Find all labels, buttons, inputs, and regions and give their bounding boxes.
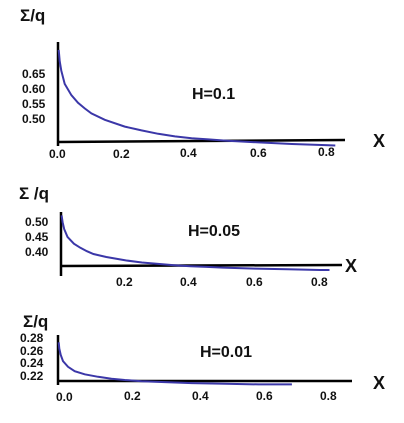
y-tick-label: 0.60 xyxy=(22,82,46,96)
y-tick-label: 0.28 xyxy=(20,331,44,345)
x-axis-label: X xyxy=(373,373,385,393)
data-line-h-0-1 xyxy=(57,49,336,147)
x-tick-label: 0.2 xyxy=(116,275,133,289)
x-tick-label: 0.4 xyxy=(192,389,209,403)
y-axis-label: Σ /q xyxy=(19,184,49,203)
y-tick-label: 0.24 xyxy=(20,356,44,370)
x-tick-label: 0.2 xyxy=(124,389,141,403)
annotation-label: H=0.1 xyxy=(192,86,235,103)
x-tick-label: 0.6 xyxy=(246,275,263,289)
x-tick-label: 0.4 xyxy=(180,146,197,160)
x-tick-label: 0.4 xyxy=(180,275,197,289)
data-line-h-0-01 xyxy=(57,342,292,386)
y-tick-label: 0.22 xyxy=(20,369,44,383)
annotation-label: H=0.01 xyxy=(200,344,252,361)
y-tick-label: 0.50 xyxy=(22,112,46,126)
annotation-label: H=0.05 xyxy=(188,223,240,240)
x-tick-label: 0.8 xyxy=(311,275,328,289)
y-tick-label: 0.55 xyxy=(22,97,46,111)
x-tick-label: 0.0 xyxy=(49,147,66,161)
chart-panel-1: Σ/q H=0.1 X 0.0 0.2 0.4 0.6 0.8 0.65 0.6… xyxy=(20,6,385,161)
x-tick-label: 0.0 xyxy=(56,390,73,404)
y-axis-label: Σ/q xyxy=(20,6,45,25)
x-tick-label: 0.6 xyxy=(250,146,267,160)
x-axis-label: X xyxy=(345,256,357,276)
data-line-h-0-05 xyxy=(60,215,330,271)
x-tick-label: 0.8 xyxy=(320,389,337,403)
x-axis-label: X xyxy=(373,131,385,151)
x-axis-line xyxy=(57,138,346,144)
chart-panel-2: Σ /q H=0.05 X 0.2 0.4 0.6 0.8 0.50 0.45 … xyxy=(19,184,357,289)
x-tick-label: 0.6 xyxy=(256,389,273,403)
y-axis-label: Σ/q xyxy=(23,312,48,331)
y-tick-label: 0.26 xyxy=(20,344,44,358)
y-tick-label: 0.45 xyxy=(25,230,49,244)
x-tick-label: 0.2 xyxy=(113,147,130,161)
x-tick-label: 0.8 xyxy=(318,145,335,159)
chart-panel-3: Σ/q H=0.01 X 0.0 0.2 0.4 0.6 0.8 0.28 0.… xyxy=(20,312,385,404)
y-tick-label: 0.50 xyxy=(25,215,49,229)
x-axis-line xyxy=(60,263,343,268)
y-tick-label: 0.65 xyxy=(22,67,46,81)
y-tick-label: 0.40 xyxy=(25,245,49,259)
